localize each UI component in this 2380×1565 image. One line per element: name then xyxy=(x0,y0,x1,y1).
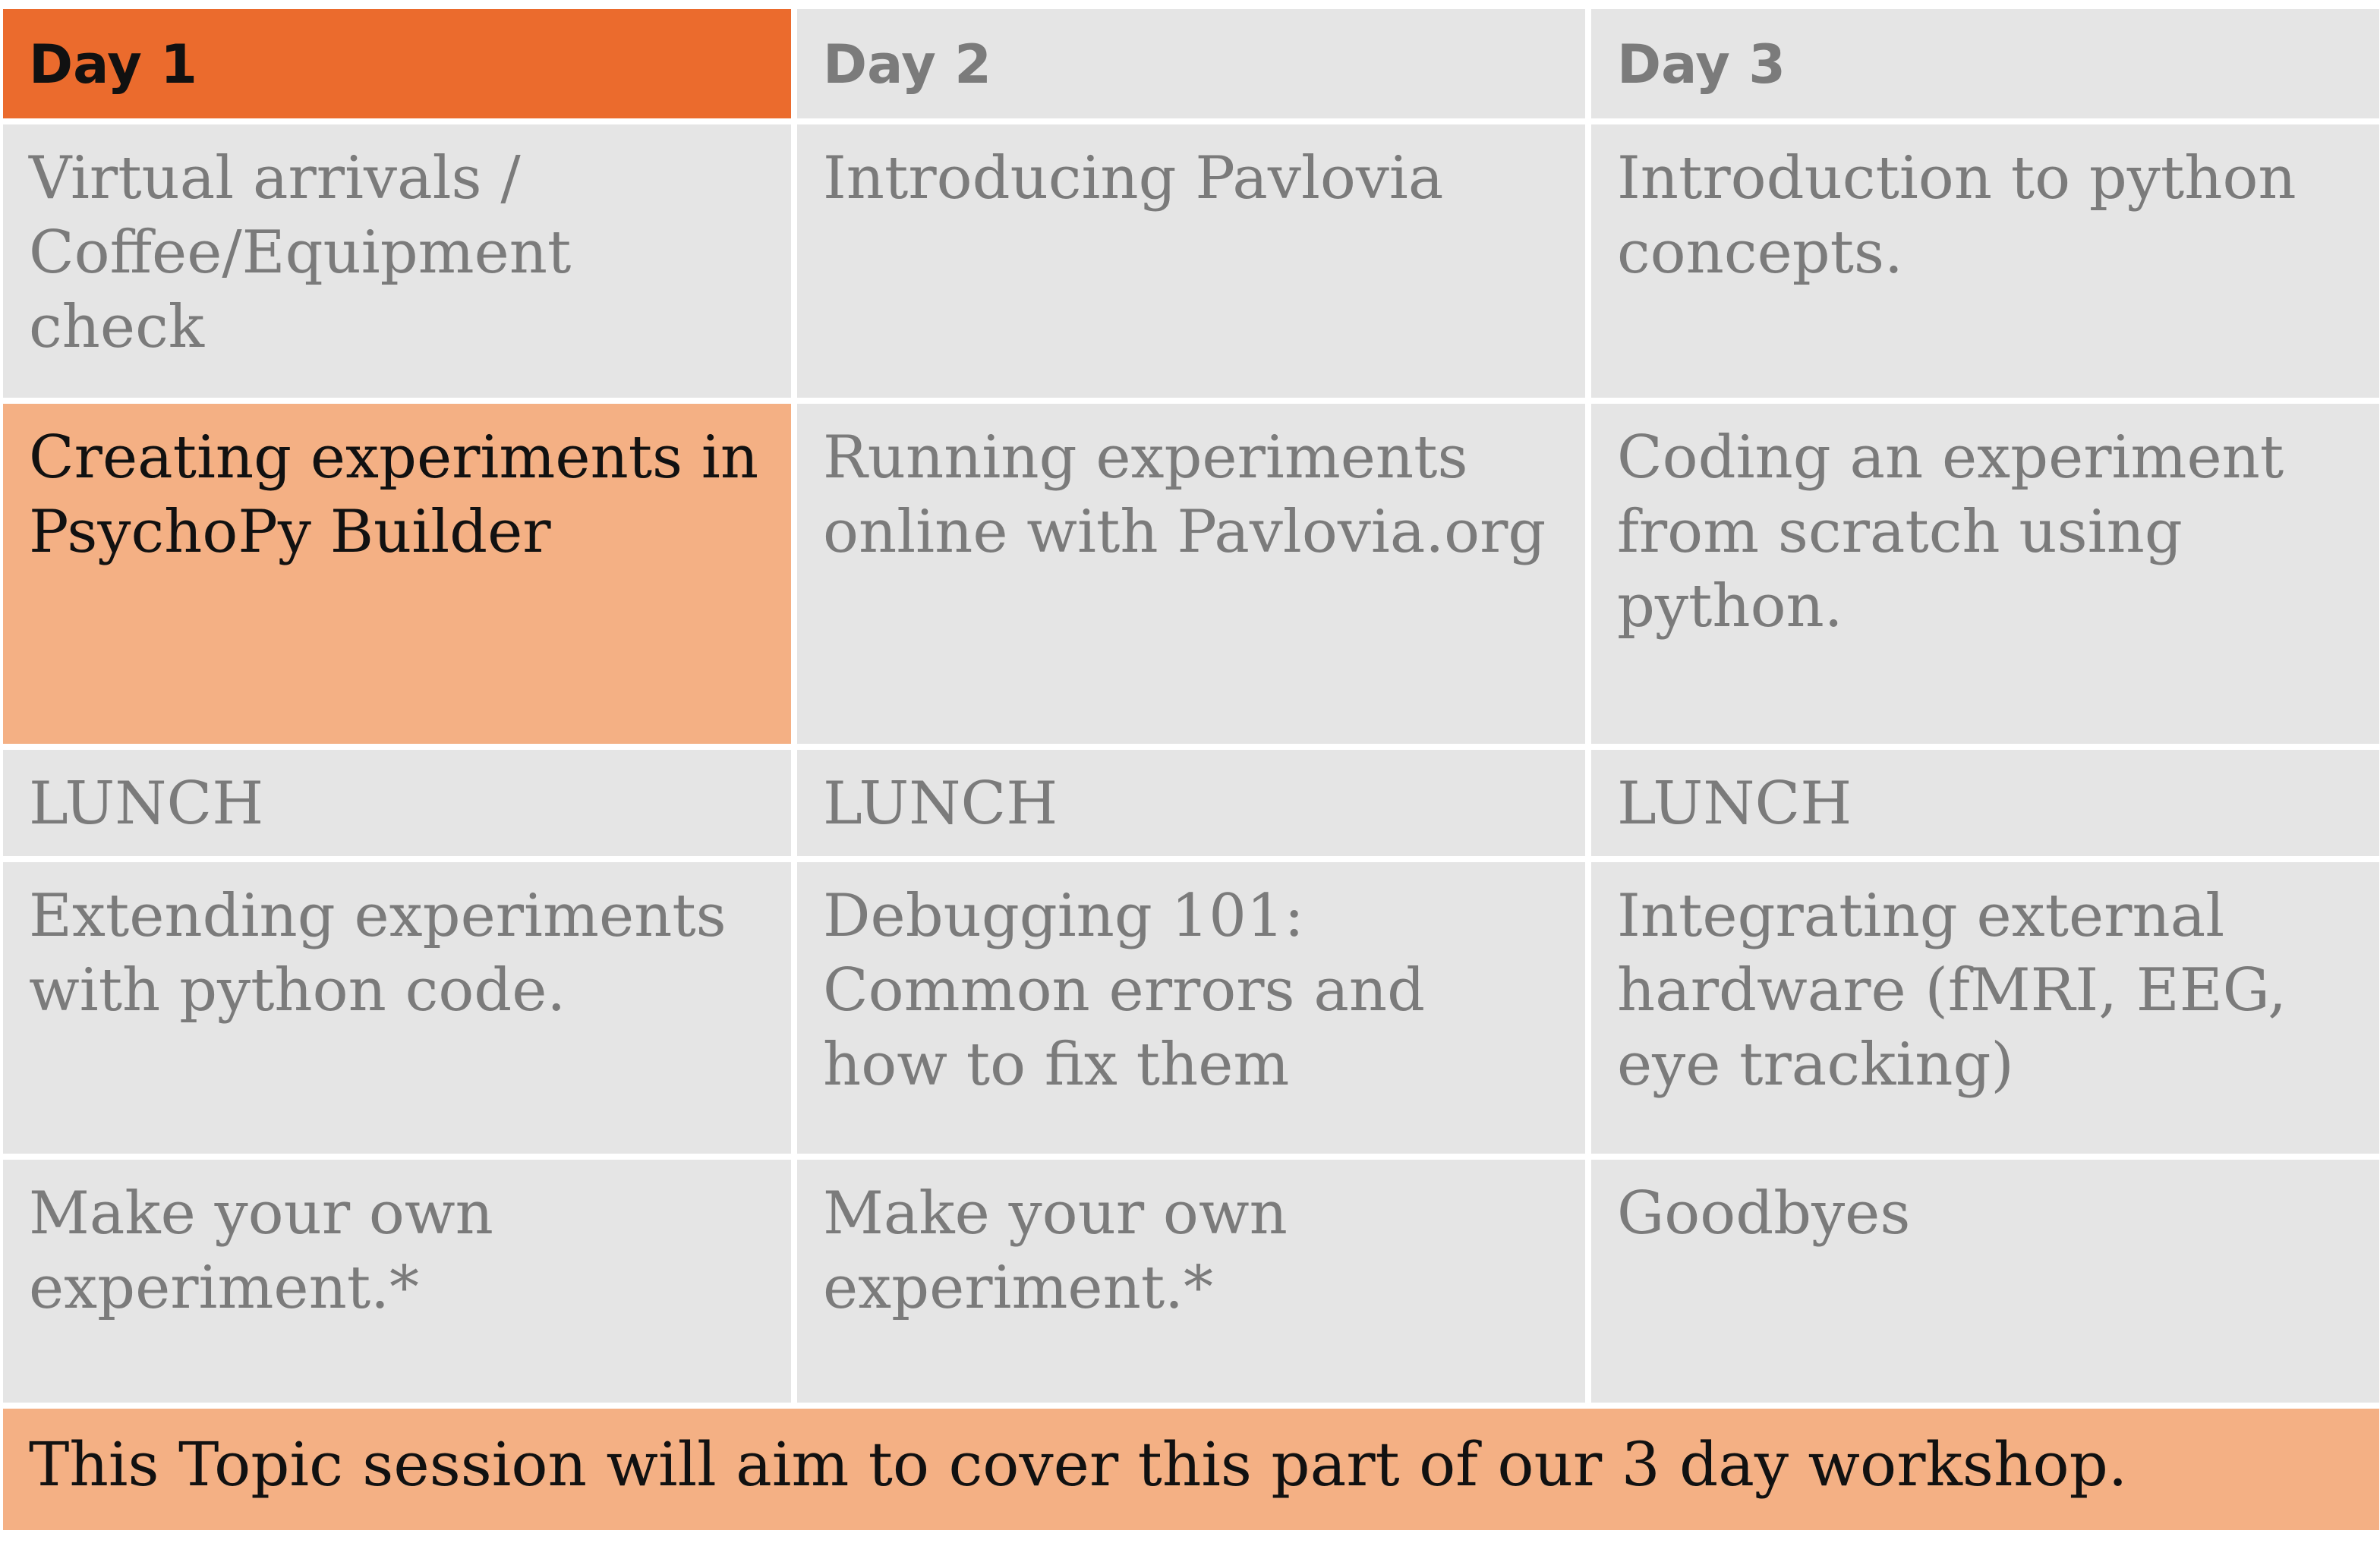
workshop-schedule-table: Day 1 Day 2 Day 3 Virtual arrivals / Cof… xyxy=(3,9,2379,1554)
day-3-session-3: Integrating external hardware (fMRI, EEG… xyxy=(1591,862,2379,1154)
topic-session-note: This Topic session will aim to cover thi… xyxy=(3,1409,2379,1530)
day-2-session-2: Running experiments online with Pavlovia… xyxy=(797,404,1585,744)
day-2-session-4: Make your own experiment.* xyxy=(797,1160,1585,1403)
day-1-session-3: Extending experiments with python code. xyxy=(3,862,791,1154)
header-day-3: Day 3 xyxy=(1591,9,2379,118)
day-3-lunch: LUNCH xyxy=(1591,750,2379,856)
day-3-session-4: Goodbyes xyxy=(1591,1160,2379,1403)
day-1-session-4: Make your own experiment.* xyxy=(3,1160,791,1403)
header-day-2: Day 2 xyxy=(797,9,1585,118)
header-day-1: Day 1 xyxy=(3,9,791,118)
day-2-session-1: Introducing Pavlovia xyxy=(797,124,1585,398)
day-1-session-2-highlighted: Creating experiments in PsychoPy Builder xyxy=(3,404,791,744)
day-2-session-3: Debugging 101: Common errors and how to … xyxy=(797,862,1585,1154)
day-3-session-2: Coding an experiment from scratch using … xyxy=(1591,404,2379,744)
day-3-session-1: Introduction to python concepts. xyxy=(1591,124,2379,398)
day-2-lunch: LUNCH xyxy=(797,750,1585,856)
day-1-lunch: LUNCH xyxy=(3,750,791,856)
day-1-session-1: Virtual arrivals / Coffee/Equipment chec… xyxy=(3,124,791,398)
